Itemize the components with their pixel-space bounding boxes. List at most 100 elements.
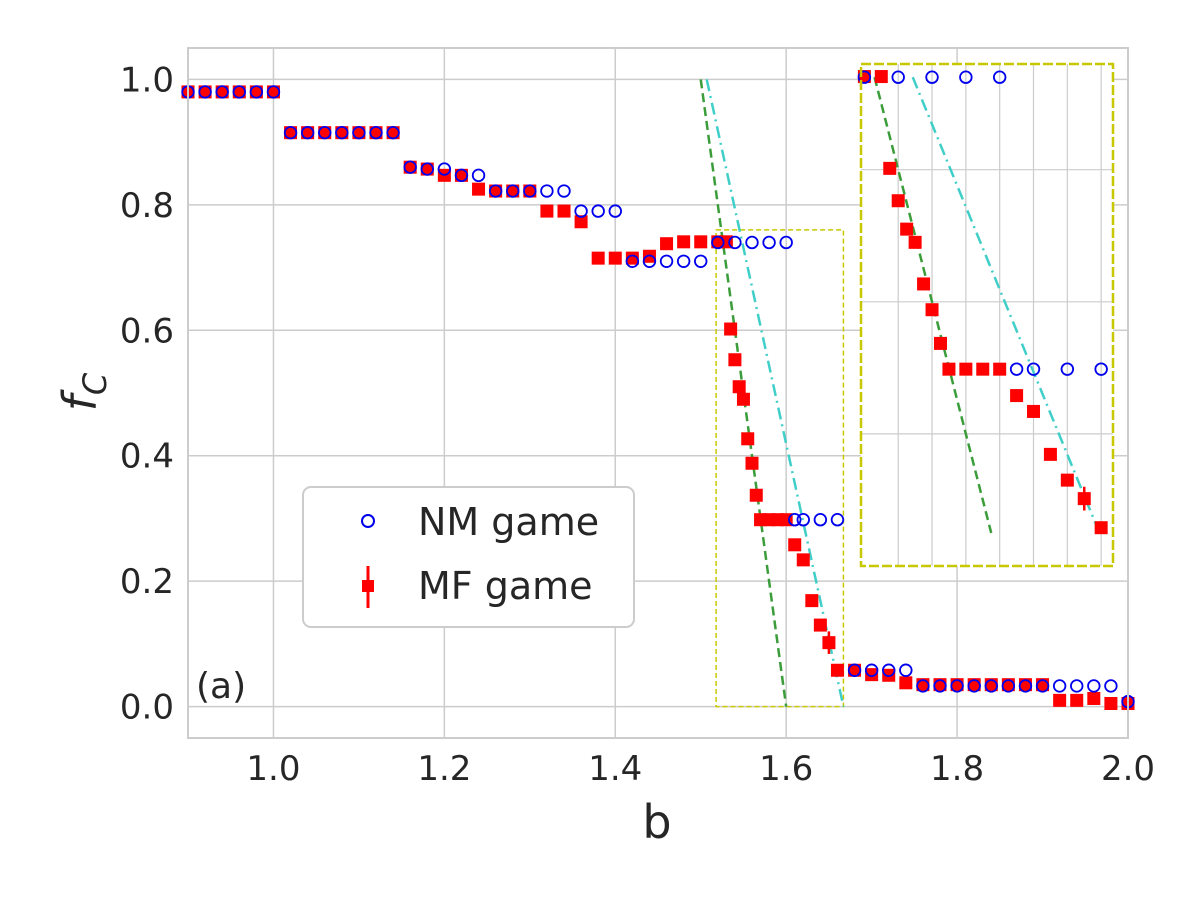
nm-point — [608, 204, 622, 218]
nm-point — [386, 125, 400, 140]
nm-point — [420, 162, 434, 176]
nm-point — [676, 254, 691, 268]
tick-labels: 1.0 1.2 1.4 1.6 1.8 2.0 0.0 0.2 0.4 0.6 0.8 1.0 — [120, 60, 1155, 789]
nm-point — [318, 125, 332, 140]
axes-frame — [187, 47, 1129, 739]
mf-point — [369, 126, 383, 140]
inset-mf-point — [874, 70, 888, 84]
mf-point — [830, 663, 844, 677]
mf-point — [749, 488, 763, 502]
mf-point — [591, 251, 605, 265]
nm-point — [659, 254, 674, 268]
nm-point — [950, 679, 964, 693]
legend-nm-label: NM game — [418, 500, 599, 544]
mf-point — [1087, 691, 1101, 705]
nm-point — [283, 125, 298, 140]
mf-point — [335, 126, 349, 140]
inset-nm-point — [891, 70, 905, 84]
nm-point — [984, 679, 998, 693]
mf-point — [677, 235, 691, 249]
inset-nm-point — [925, 70, 939, 84]
nm-point — [369, 125, 383, 140]
mf-point — [822, 636, 836, 650]
nm-point — [1104, 679, 1118, 693]
inset-mf-point — [917, 277, 931, 291]
cyan-dashdot-fit — [705, 79, 845, 707]
nm-point — [745, 235, 759, 250]
mf-point — [574, 215, 588, 229]
mf-point — [865, 668, 879, 682]
nm-point — [232, 85, 246, 99]
y-tick-label: 0.0 — [120, 688, 174, 728]
legend-mf-label: MF game — [418, 564, 593, 608]
x-tick-label: 1.4 — [588, 749, 642, 789]
mf-point — [724, 322, 738, 336]
legend-nm-marker — [361, 514, 375, 528]
inset-mf-point — [891, 194, 905, 208]
mf-point — [736, 392, 750, 406]
nm-point — [540, 184, 554, 198]
mf-point — [1070, 693, 1084, 707]
x-tick-label: 1.8 — [930, 749, 984, 789]
mf-point — [540, 204, 554, 218]
mf-point — [454, 168, 468, 182]
mf-point — [745, 456, 759, 470]
nm-point — [523, 184, 537, 198]
x-tick-label: 2.0 — [1101, 749, 1155, 789]
inset-mf-point — [883, 161, 897, 175]
mf-point — [899, 676, 913, 690]
nm-point — [335, 125, 349, 140]
mf-point — [420, 162, 434, 176]
legend-box — [302, 486, 635, 628]
nm-point — [788, 513, 802, 527]
mf-point — [741, 432, 755, 446]
mf-point — [266, 85, 280, 99]
mf-point — [318, 126, 332, 140]
inset-nm-point — [1026, 362, 1041, 376]
mf-point — [403, 160, 417, 174]
inset-green-dashed-fit — [873, 76, 993, 534]
nm-point — [1070, 679, 1084, 693]
y-axis-title: fC — [53, 372, 114, 411]
nm-point — [762, 235, 776, 250]
nm-point — [1087, 679, 1101, 693]
nm-point — [1018, 679, 1033, 693]
mf-point — [284, 126, 298, 140]
x-axis-title: b — [642, 795, 671, 849]
inset-mf-point — [959, 362, 973, 376]
mf-point — [386, 126, 400, 140]
nm-point — [711, 235, 725, 250]
x-tick-label: 1.2 — [417, 749, 471, 789]
nm-point — [403, 160, 417, 174]
inset-cyan-dashdot-fit — [911, 76, 1101, 534]
legend: NM game MF game — [302, 486, 635, 628]
mf-point — [1053, 693, 1067, 707]
inset-mf-point — [1094, 521, 1108, 535]
nm-point — [471, 168, 486, 183]
nm-point — [266, 85, 281, 99]
legend-mf-marker — [362, 580, 374, 592]
inset-mf-point — [1010, 389, 1024, 403]
mf-point — [694, 235, 708, 249]
nm-point — [300, 125, 315, 140]
mf-point — [813, 618, 827, 632]
nm-point — [882, 663, 896, 677]
inset-mf-point — [925, 303, 939, 317]
nm-point — [249, 85, 264, 99]
inset-mf-point — [1043, 447, 1057, 461]
inset-mf-point — [908, 235, 922, 249]
mf-point — [301, 126, 315, 140]
inset-nm-point — [1060, 362, 1075, 376]
nm-point — [864, 663, 879, 677]
nm-point — [779, 235, 793, 250]
nm-point — [591, 204, 605, 218]
mf-point — [728, 353, 742, 367]
mf-point — [660, 237, 674, 251]
mf-point — [625, 251, 639, 265]
nm-point — [1001, 679, 1016, 693]
mf-point — [805, 594, 819, 608]
nm-point — [933, 679, 947, 693]
inset-nm-point — [1094, 362, 1108, 376]
nm-point — [352, 125, 366, 140]
nm-point — [642, 254, 657, 268]
